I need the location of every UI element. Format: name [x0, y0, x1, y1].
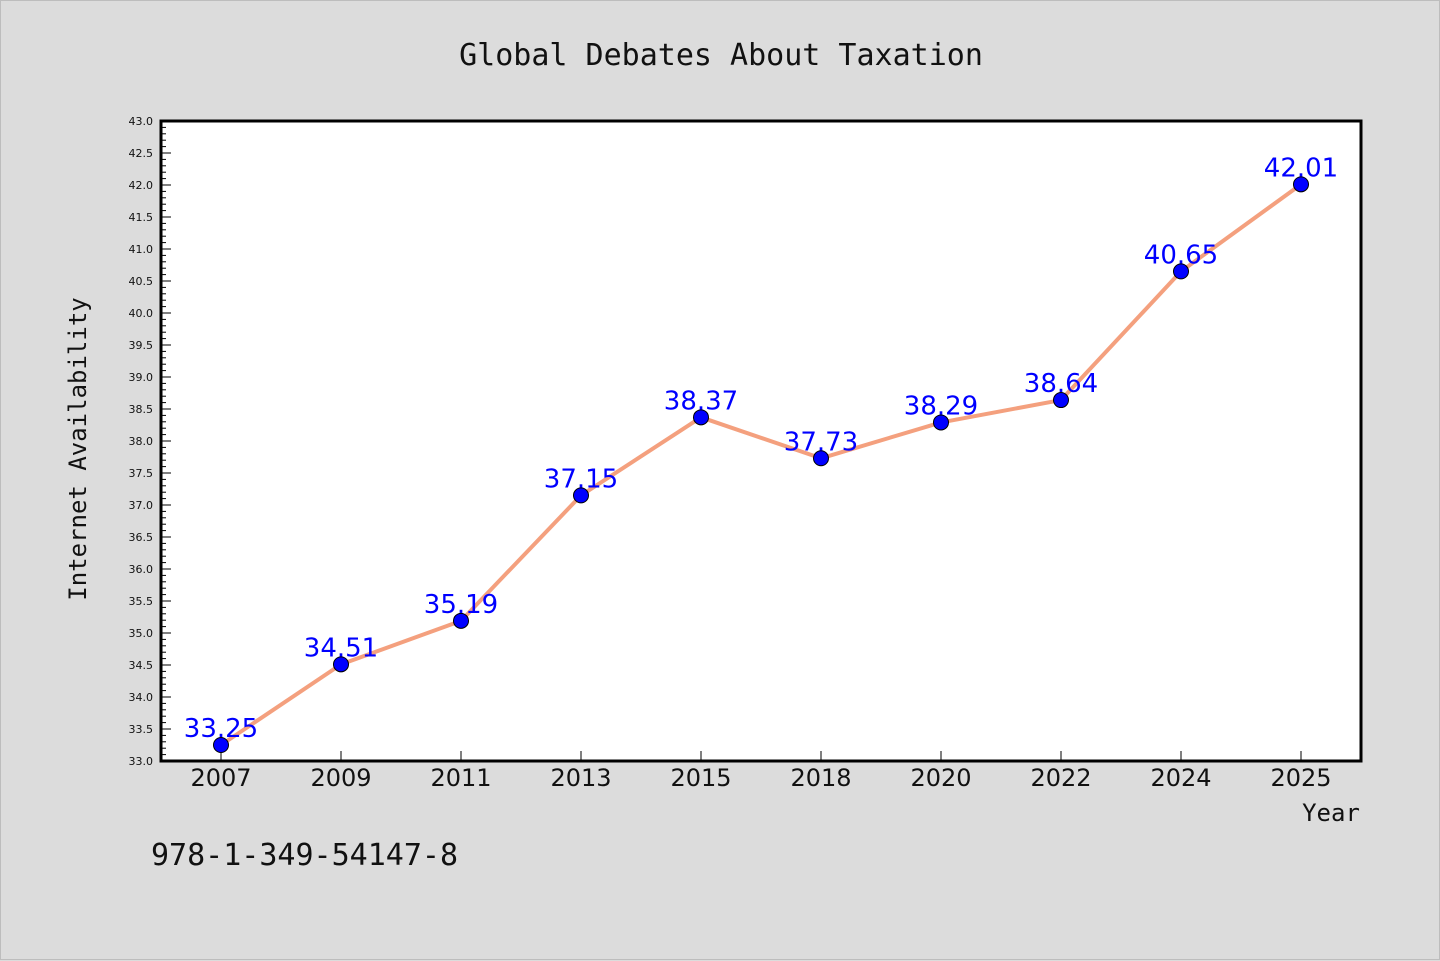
x-tick-label: 2024: [1150, 764, 1211, 792]
y-tick-label: 37.0: [129, 499, 154, 512]
y-tick-label: 34.5: [129, 659, 154, 672]
data-label: 42.01: [1264, 153, 1338, 183]
x-tick-label: 2018: [790, 764, 851, 792]
data-point: [693, 409, 709, 426]
y-axis-label: Internet Availability: [64, 297, 92, 600]
y-tick-label: 42.0: [129, 179, 154, 192]
y-tick-label: 39.0: [129, 371, 154, 384]
data-point: [1053, 392, 1069, 409]
y-tick-label: 40.5: [129, 275, 154, 288]
data-point: [1173, 263, 1189, 280]
y-axis: 33.0 33.5 34.0 34.5 35.0 35.5 36.0 36.5 37.0 37.5…: [129, 115, 171, 768]
data-labels: 33.25 34.51 35.19 37.15 38.37 37.73 38.29 38.64…: [184, 153, 1338, 744]
y-tick-label: 33.5: [129, 723, 154, 736]
data-label: 38.37: [664, 386, 738, 416]
data-point: [213, 737, 229, 753]
isbn-footer: 978-1-349-54147-8: [151, 838, 458, 873]
y-tick-label: 41.0: [129, 243, 154, 256]
y-tick-label: 39.5: [129, 339, 154, 352]
y-tick-label: 43.0: [129, 115, 154, 128]
data-label: 38.64: [1024, 369, 1098, 399]
y-tick-label: 34.0: [129, 691, 154, 704]
y-tick-label: 35.0: [129, 627, 154, 640]
x-tick-label: 2011: [430, 764, 491, 792]
y-tick-label: 36.0: [129, 563, 154, 576]
data-point: [813, 450, 829, 467]
x-axis-label: Year: [1302, 799, 1360, 827]
y-tick-label: 36.5: [129, 531, 154, 544]
x-tick-label: 2015: [670, 764, 731, 792]
y-tick-label: 40.0: [129, 307, 154, 320]
data-markers: [213, 176, 1309, 753]
data-point: [453, 612, 469, 629]
data-label: 34.51: [304, 633, 378, 663]
data-point: [1293, 176, 1309, 193]
data-point: [573, 487, 589, 504]
x-tick-label: 2009: [310, 764, 371, 792]
x-tick-label: 2013: [550, 764, 611, 792]
data-label: 40.65: [1144, 240, 1218, 270]
plot-frame: [159, 119, 1363, 763]
x-tick-label: 2025: [1270, 764, 1331, 792]
x-tick-label: 2007: [190, 764, 251, 792]
data-point: [933, 414, 949, 431]
x-tick-label: 2020: [910, 764, 971, 792]
plot-area: [161, 121, 1361, 761]
y-tick-label: 38.0: [129, 435, 154, 448]
series-line: [219, 182, 1303, 747]
data-label: 33.25: [184, 714, 258, 744]
chart-title: Global Debates About Taxation: [459, 38, 983, 73]
y-tick-label: 41.5: [129, 211, 154, 224]
y-tick-label: 38.5: [129, 403, 154, 416]
x-tick-label: 2022: [1030, 764, 1091, 792]
y-tick-label: 42.5: [129, 147, 154, 160]
y-tick-label: 35.5: [129, 595, 154, 608]
y-tick-label: 33.0: [129, 755, 154, 768]
data-label: 38.29: [904, 391, 978, 421]
data-label: 37.73: [784, 427, 858, 457]
data-point: [333, 656, 349, 673]
x-axis: 2007 2009 2011 2013 2015 2018 2020 2022 2024 2025: [190, 751, 1332, 792]
data-label: 37.15: [544, 464, 618, 494]
data-label: 35.19: [424, 590, 498, 620]
y-tick-label: 37.5: [129, 467, 154, 480]
